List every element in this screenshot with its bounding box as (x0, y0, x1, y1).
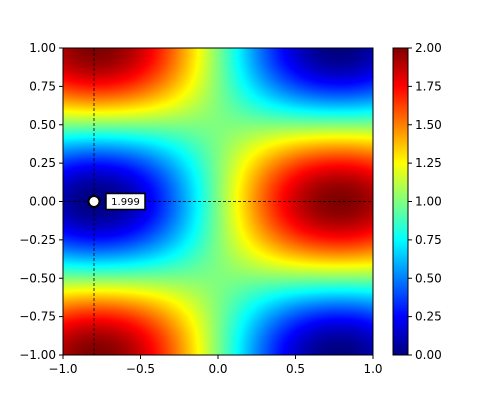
colorbar-tick-label: 1.25 (415, 156, 442, 170)
colorbar-tick-label: 0.50 (415, 271, 442, 285)
colorbar-tick-label: 2.00 (415, 41, 442, 55)
y-axis: 1.00 0.75 0.50 0.25 0.00 −0.25 −0.50 −0.75 −1.00 (19, 41, 63, 362)
cursor-annotation: 1.999 (63, 48, 373, 355)
colorbar-gradient (393, 48, 408, 355)
x-axis: −1.0 −0.5 0.0 0.5 1.0 (48, 355, 383, 376)
y-tick-label: 0.75 (29, 79, 56, 93)
colorbar-tick-label: 1.50 (415, 118, 442, 132)
colorbar-tick-label: 1.00 (415, 195, 442, 209)
y-tick-label: −0.75 (19, 310, 56, 324)
colorbar-frame (392, 47, 409, 356)
x-tick-label: −1.0 (48, 362, 77, 376)
y-tick-label: 0.50 (29, 118, 56, 132)
y-tick-label: −0.50 (19, 271, 56, 285)
colorbar-tick-label: 1.75 (415, 79, 442, 93)
cursor-value-label: 1.999 (111, 197, 140, 208)
x-tick-label: 0.0 (208, 362, 227, 376)
y-tick-label: −0.25 (19, 233, 56, 247)
x-tick-label: 0.5 (286, 362, 305, 376)
colorbar-axis: 2.00 1.75 1.50 1.25 1.00 0.75 0.50 0.25 0.00 (408, 41, 442, 362)
y-tick-label: 0.25 (29, 156, 56, 170)
y-tick-label: 1.00 (29, 41, 56, 55)
cursor-value-box (105, 192, 146, 211)
y-tick-label: 0.00 (29, 195, 56, 209)
x-tick-label: −0.5 (126, 362, 155, 376)
y-tick-label: −1.00 (19, 348, 56, 362)
x-tick-label: 1.0 (363, 362, 382, 376)
colorbar-tick-label: 0.00 (415, 348, 442, 362)
colorbar-tick-label: 0.25 (415, 310, 442, 324)
colorbar-tick-label: 0.75 (415, 233, 442, 247)
cursor-marker (87, 195, 101, 208)
